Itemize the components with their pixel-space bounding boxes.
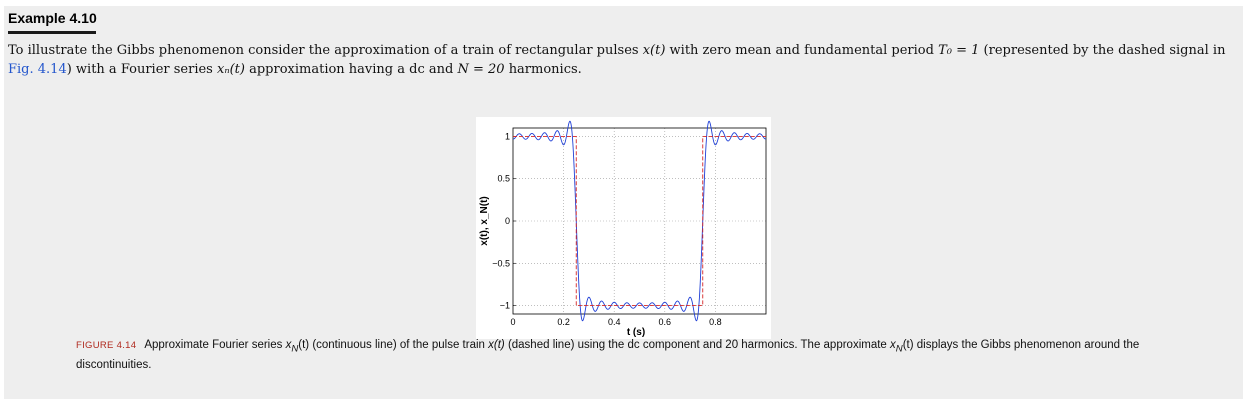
x-axis-label: t (s) [627, 327, 645, 338]
fourier-approximation-line [512, 120, 767, 322]
tick-labels: 0 0.2 0.4 0.6 0.8 1 0.5 0 −0.5 −1 [492, 131, 721, 327]
para-text-4: ) with a Fourier series [66, 62, 213, 77]
series-group [512, 120, 767, 322]
math-x-t: x(t) [642, 43, 666, 58]
caption-text-1: Approximate Fourier series [144, 339, 283, 351]
caption-xN-2: x [890, 339, 896, 351]
para-text-6: harmonics. [508, 62, 582, 77]
math-T0: T₀ = 1 [938, 43, 980, 58]
x-tick-label: 0.6 [659, 317, 672, 327]
chart: 0 0.2 0.4 0.6 0.8 1 0.5 0 −0.5 −1 t (s) x(t), x_N… [476, 117, 771, 339]
caption-sub: N [291, 343, 299, 355]
math-xN-t: xₙ(t) [216, 62, 245, 77]
y-tick-label: 1 [505, 131, 510, 141]
x-tick-label: 0.8 [709, 317, 722, 327]
y-tick-label: 0.5 [497, 174, 510, 184]
caption-text-4: (t) displays the Gibbs phenomenon around… [76, 339, 1140, 372]
para-text-5: approximation having a dc and [249, 62, 454, 77]
grid [513, 128, 766, 314]
y-axis-label: x(t), x_N(t) [479, 196, 490, 245]
caption-label: FIGURE 4.14 [76, 340, 137, 351]
caption-xN: x [285, 339, 292, 351]
title-underline [8, 31, 96, 34]
fig-link[interactable]: Fig. 4.14 [8, 62, 67, 77]
example-title: Example 4.10 [8, 10, 97, 26]
para-text-3: (represented by the dashed signal in [983, 43, 1226, 58]
figure-caption: FIGURE 4.14 Approximate Fourier series xN… [76, 337, 1176, 374]
figure-4-14: 0 0.2 0.4 0.6 0.8 1 0.5 0 −0.5 −1 t (s) x(t), x_N… [476, 117, 771, 343]
figure-background [476, 117, 771, 339]
y-tick-label: −0.5 [492, 258, 510, 268]
x-tick-label: 0 [510, 317, 515, 327]
caption-text-3: (dashed line) using the dc component and… [507, 339, 887, 351]
pulse-train-dashed-line [513, 136, 766, 306]
y-tick-label: 0 [505, 216, 510, 226]
x-tick-label: 0.2 [557, 317, 570, 327]
math-N-eq: N = 20 [457, 62, 505, 77]
para-text-1: To illustrate the Gibbs phenomenon consi… [8, 43, 639, 58]
y-tick-label: −1 [500, 301, 510, 311]
example-paragraph: To illustrate the Gibbs phenomenon consi… [8, 41, 1233, 79]
plot-frame [512, 127, 767, 315]
caption-sub-2: N [895, 343, 903, 355]
caption-text-2: (t) (continuous line) of the pulse train [298, 339, 485, 351]
para-text-2: with zero mean and fundamental period [669, 43, 934, 58]
x-tick-label: 0.4 [608, 317, 621, 327]
caption-xt: x(t) [488, 339, 505, 351]
